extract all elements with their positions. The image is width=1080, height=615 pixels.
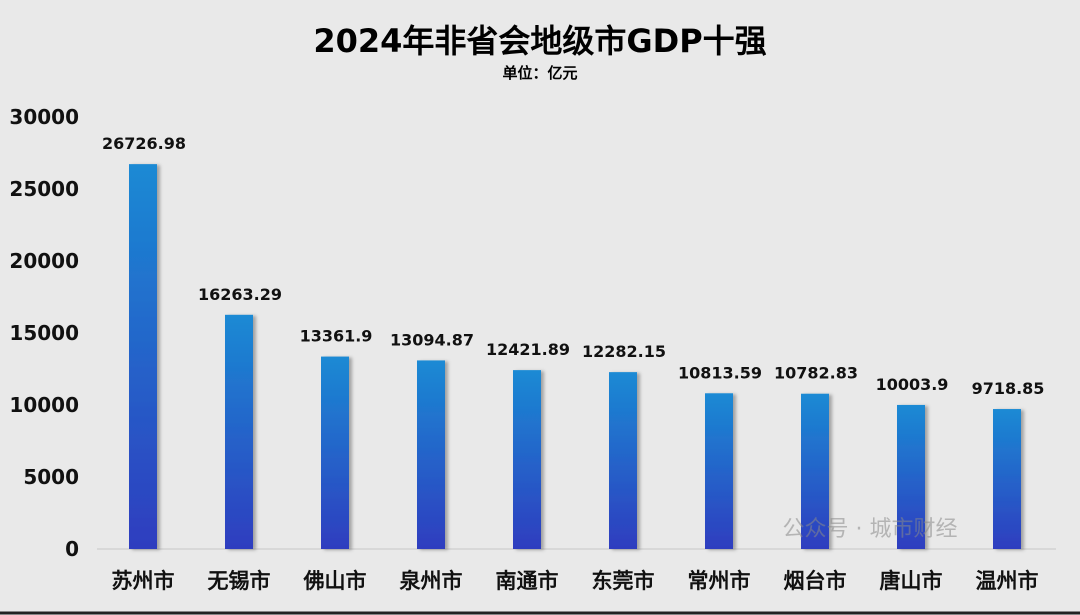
- y-tick-label: 15000: [9, 321, 79, 345]
- bar: [321, 356, 349, 549]
- bar-value-label: 13094.87: [390, 330, 474, 349]
- x-category-label: 佛山市: [303, 569, 367, 593]
- bar: [897, 404, 925, 549]
- bar-value-label: 10003.9: [876, 375, 949, 394]
- x-category-label: 南通市: [496, 569, 559, 593]
- bar-value-label: 10813.59: [678, 363, 762, 382]
- x-category-label: 东莞市: [592, 569, 655, 593]
- bar: [705, 393, 733, 549]
- bar: [513, 370, 541, 549]
- chart-subtitle: 单位：亿元: [502, 64, 577, 82]
- x-category-label: 泉州市: [400, 569, 463, 593]
- x-category-label: 烟台市: [784, 569, 847, 593]
- y-tick-label: 20000: [9, 249, 79, 273]
- watermark: 公众号 · 城市财经: [783, 517, 958, 542]
- x-category-label: 无锡市: [208, 569, 271, 593]
- chart-title: 2024年非省会地级市GDP十强: [313, 22, 766, 60]
- x-category-label: 苏州市: [112, 569, 175, 593]
- bar: [417, 360, 445, 549]
- y-tick-label: 5000: [23, 465, 79, 489]
- bar: [801, 393, 829, 549]
- bar: [993, 409, 1021, 549]
- bar-value-label: 10782.83: [774, 364, 858, 383]
- bar-value-label: 12421.89: [486, 340, 570, 359]
- x-category-label: 温州市: [976, 569, 1039, 593]
- y-tick-label: 10000: [9, 393, 79, 417]
- bar-value-label: 16263.29: [198, 285, 282, 304]
- bar: [129, 164, 157, 550]
- y-tick-label: 30000: [9, 105, 79, 129]
- y-tick-label: 25000: [9, 177, 79, 201]
- bar-value-label: 13361.9: [300, 327, 373, 346]
- x-category-label: 唐山市: [880, 569, 943, 593]
- bar-value-label: 26726.98: [102, 134, 186, 153]
- bar: [609, 372, 637, 549]
- bar-value-label: 9718.85: [972, 379, 1045, 398]
- y-tick-label: 0: [65, 537, 79, 561]
- x-category-label: 常州市: [688, 569, 751, 593]
- bar-value-label: 12282.15: [582, 342, 666, 361]
- bar: [225, 314, 253, 549]
